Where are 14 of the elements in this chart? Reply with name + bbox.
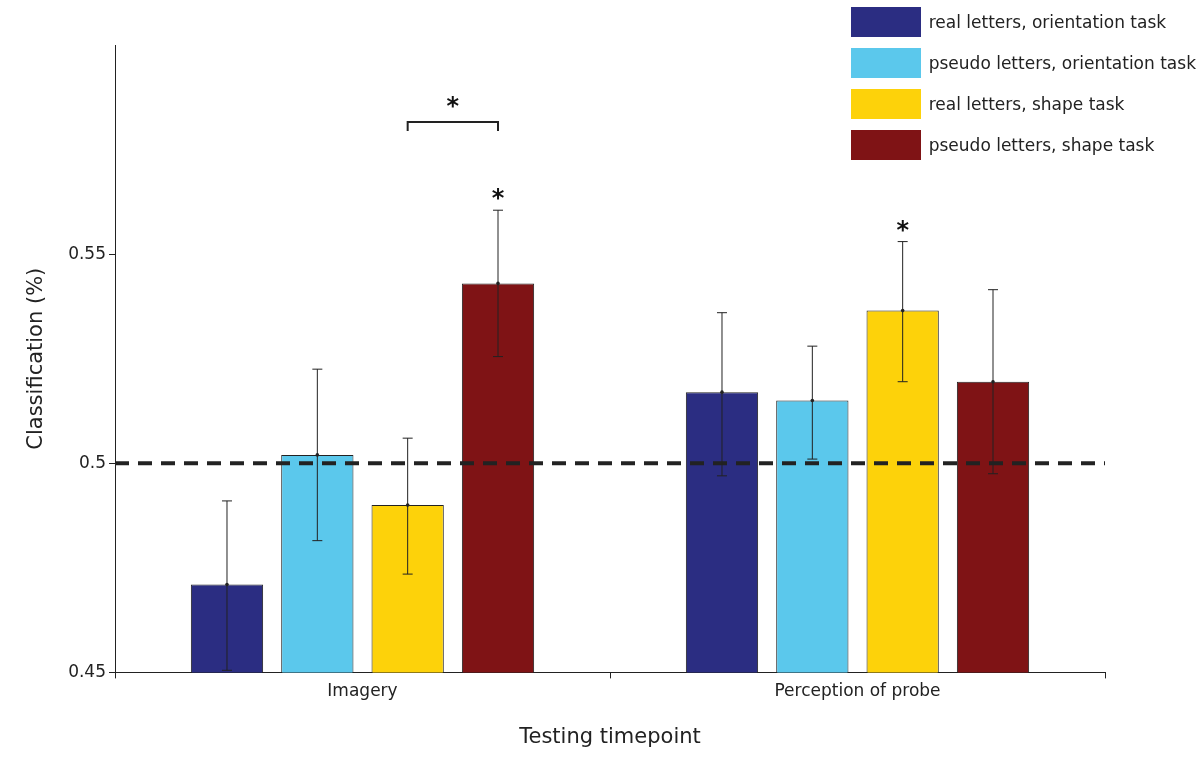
- data-label: *: [491, 184, 505, 213]
- x-tick-label: Imagery: [327, 680, 398, 701]
- y-axis-title: Classification (%): [23, 267, 48, 450]
- x-tick-label: Perception of probe: [774, 680, 941, 701]
- legend-label: real letters, shape task: [928, 94, 1126, 114]
- y-tick-label: 0.55: [68, 242, 106, 263]
- data-label: *: [896, 215, 910, 244]
- legend-label: real letters, orientation task: [928, 12, 1168, 32]
- x-axis-title: Testing timepoint: [518, 723, 701, 748]
- y-tick-label: 0.5: [78, 451, 106, 472]
- legend-label: pseudo letters, shape task: [928, 135, 1156, 155]
- y-tick-label: 0.45: [68, 660, 106, 681]
- annotation: *: [446, 92, 460, 121]
- legend-label: pseudo letters, orientation task: [928, 53, 1197, 73]
